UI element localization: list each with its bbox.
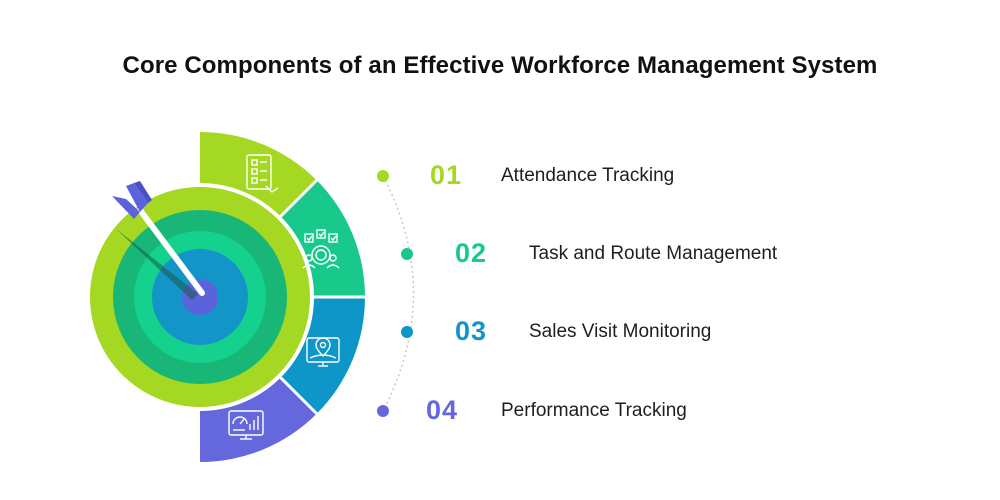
marker-04 [377, 405, 389, 417]
arrow-icon [112, 181, 205, 300]
marker-02 [401, 248, 413, 260]
target-bullseye [182, 279, 218, 315]
item-label-task-route: Task and Route Management [529, 243, 778, 264]
checklist-icon [246, 154, 279, 193]
item-number-03: 03 [455, 316, 488, 346]
page-title: Core Components of an Effective Workforc… [122, 52, 878, 79]
connector-arc [382, 175, 415, 412]
item-number-02: 02 [455, 238, 488, 268]
item-number-01: 01 [430, 160, 463, 190]
item-label-attendance: Attendance Tracking [501, 165, 675, 186]
marker-03 [401, 326, 413, 338]
location-monitor-icon [306, 337, 340, 367]
item-number-04: 04 [426, 395, 459, 425]
marker-01 [377, 170, 389, 182]
item-label-performance: Performance Tracking [501, 400, 687, 421]
item-label-sales-visit: Sales Visit Monitoring [529, 321, 712, 342]
team-tasks-icon [302, 229, 340, 269]
analytics-dashboard-icon [228, 410, 264, 440]
